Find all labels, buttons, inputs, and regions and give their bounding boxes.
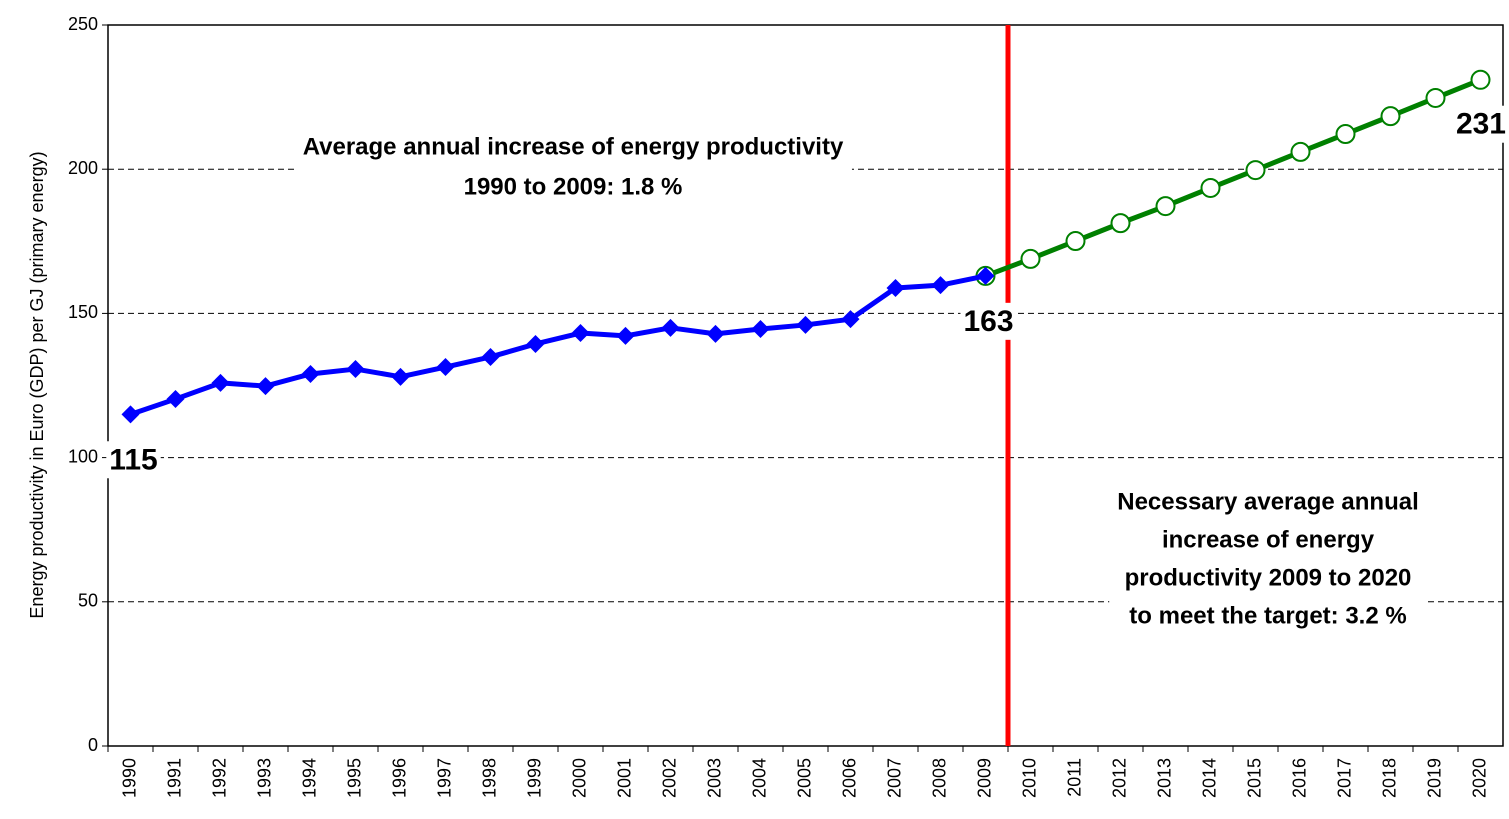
- x-tick-label: 2018: [1379, 758, 1399, 798]
- x-tick-label: 2019: [1424, 758, 1444, 798]
- annotation: Average annual increase of energy produc…: [294, 129, 852, 205]
- marker: [751, 319, 770, 338]
- annotation-bg: [1109, 484, 1427, 634]
- y-tick-label: 200: [68, 158, 98, 178]
- marker: [1425, 87, 1446, 108]
- marker: [1245, 160, 1266, 181]
- marker: [1380, 106, 1401, 127]
- marker: [616, 326, 635, 345]
- marker: [1290, 141, 1311, 162]
- x-tick-label: 2000: [569, 758, 589, 798]
- series-line: [129, 273, 987, 417]
- marker: [346, 360, 365, 379]
- y-tick-label: 250: [68, 14, 98, 34]
- marker: [1470, 69, 1491, 90]
- data-label: 163: [963, 305, 1013, 338]
- marker: [526, 334, 545, 353]
- marker: [1110, 213, 1131, 234]
- annotation: Necessary average annual increase of ener…: [1109, 484, 1427, 634]
- marker: [121, 405, 140, 424]
- y-tick-label: 100: [68, 446, 98, 466]
- x-tick-label: 1990: [119, 758, 139, 798]
- annotation-line: 1990 to 2009: 1.8 %: [464, 173, 683, 200]
- series-line: [984, 77, 1482, 279]
- marker: [481, 347, 500, 366]
- marker: [976, 266, 995, 285]
- x-tick-label: 2006: [839, 758, 859, 798]
- marker: [436, 358, 455, 377]
- marker: [256, 377, 275, 396]
- x-tick-label: 2011: [1064, 758, 1084, 797]
- marker: [661, 318, 680, 337]
- y-tick-label: 50: [78, 591, 98, 611]
- x-tick-label: 2002: [659, 758, 679, 798]
- x-tick-label: 2004: [749, 758, 769, 798]
- plot-frame: [107, 24, 1504, 747]
- annotation-line: productivity 2009 to 2020: [1125, 564, 1412, 591]
- x-tick-label: 1991: [164, 758, 184, 798]
- x-tick-label: 2012: [1109, 758, 1129, 798]
- annotation-line: Average annual increase of energy produc…: [303, 133, 844, 160]
- marker: [211, 373, 230, 392]
- marker: [571, 324, 590, 343]
- y-axis-label: Energy productivity in Euro (GDP) per GJ…: [27, 151, 47, 618]
- x-tick-label: 1999: [524, 758, 544, 798]
- data-label: 115: [109, 443, 157, 476]
- marker: [166, 390, 185, 409]
- marker: [796, 315, 815, 334]
- marker: [1065, 231, 1086, 252]
- annotation-line: increase of energy: [1162, 526, 1375, 553]
- x-tick-label: 1998: [479, 758, 499, 798]
- marker: [931, 276, 950, 295]
- x-tick-label: 2007: [884, 758, 904, 798]
- data-label-bg: [1452, 105, 1509, 143]
- x-tick-label: 2014: [1199, 758, 1219, 798]
- x-tick-label: 1994: [299, 758, 319, 798]
- marker: [1020, 248, 1041, 269]
- annotation-line: to meet the target: 3.2 %: [1129, 602, 1406, 629]
- data-label-bg: [106, 441, 161, 479]
- x-tick-label: 2003: [704, 758, 724, 798]
- x-tick-label: 2015: [1244, 758, 1264, 798]
- x-tick-label: 2013: [1154, 758, 1174, 798]
- data-label-bg: [960, 302, 1017, 340]
- marker: [391, 367, 410, 386]
- marker: [841, 310, 860, 329]
- x-tick-label: 2009: [974, 758, 994, 798]
- marker: [1335, 124, 1356, 145]
- x-tick-label: 2017: [1334, 758, 1354, 798]
- annotation-bg: [294, 129, 852, 205]
- marker: [1155, 196, 1176, 217]
- x-tick-label: 1993: [254, 758, 274, 798]
- y-tick-label: 0: [88, 735, 98, 755]
- x-tick-label: 1992: [209, 758, 229, 798]
- marker: [1200, 177, 1221, 198]
- x-tick-label: 2001: [614, 758, 634, 798]
- x-tick-label: 1995: [344, 758, 364, 798]
- marker: [706, 324, 725, 343]
- annotation-line: Necessary average annual: [1117, 488, 1419, 515]
- data-label: 231: [1456, 108, 1506, 141]
- x-tick-label: 2020: [1469, 758, 1489, 798]
- y-tick-label: 150: [68, 302, 98, 322]
- x-tick-label: 2008: [929, 758, 949, 798]
- x-tick-label: 2005: [794, 758, 814, 798]
- x-tick-label: 2010: [1019, 758, 1039, 798]
- x-tick-label: 1996: [389, 758, 409, 798]
- x-tick-label: 1997: [434, 758, 454, 798]
- marker: [301, 364, 320, 383]
- marker: [886, 279, 905, 298]
- x-tick-label: 2016: [1289, 758, 1309, 798]
